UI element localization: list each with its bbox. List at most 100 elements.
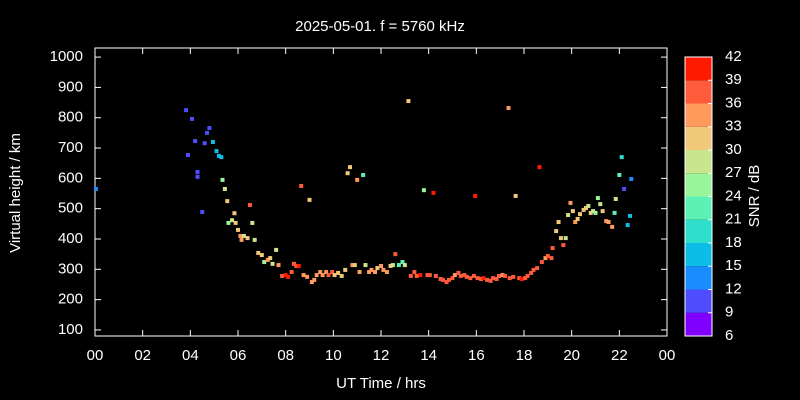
- data-point: [550, 246, 555, 251]
- data-point: [214, 149, 219, 154]
- data-point: [598, 202, 603, 207]
- data-point: [210, 139, 215, 144]
- colorbar-tick-label: 9: [725, 304, 733, 321]
- colorbar-segment: [685, 289, 712, 313]
- data-point: [539, 260, 544, 265]
- data-point: [506, 106, 511, 111]
- data-point: [262, 260, 267, 265]
- x-tick-label: 04: [182, 347, 199, 364]
- data-point: [406, 99, 411, 104]
- data-point: [202, 141, 207, 146]
- colorbar-tick-label: 24: [725, 187, 742, 204]
- data-point: [468, 276, 473, 281]
- data-point: [537, 165, 542, 170]
- data-point: [450, 276, 455, 281]
- data-point: [481, 276, 486, 281]
- data-point: [339, 273, 344, 278]
- colorbar-segment: [685, 266, 712, 290]
- colorbar-label: SNR / dB: [746, 165, 763, 228]
- data-point: [535, 266, 540, 271]
- data-point: [294, 263, 299, 268]
- data-point: [205, 130, 210, 135]
- data-point: [452, 273, 457, 278]
- data-point: [568, 200, 573, 205]
- x-tick-label: 20: [563, 347, 580, 364]
- data-point: [438, 277, 443, 282]
- data-point: [475, 276, 480, 281]
- x-tick-label: 14: [420, 347, 437, 364]
- data-point: [280, 273, 285, 278]
- data-point: [511, 274, 516, 279]
- data-point: [220, 177, 225, 182]
- data-point: [324, 270, 329, 275]
- colorbar-segment: [685, 103, 712, 127]
- data-point: [312, 277, 317, 282]
- data-point: [610, 224, 615, 229]
- x-tick-label: 18: [516, 347, 533, 364]
- data-point: [573, 220, 578, 225]
- data-point: [473, 193, 478, 198]
- data-point: [578, 212, 583, 217]
- data-point: [225, 199, 230, 204]
- colorbar-tick-label: 6: [725, 327, 733, 344]
- data-point: [629, 176, 634, 181]
- data-point: [393, 252, 398, 257]
- data-point: [593, 210, 598, 215]
- data-point: [230, 218, 235, 223]
- data-point: [604, 219, 609, 224]
- data-point: [525, 273, 530, 278]
- data-point: [396, 263, 401, 268]
- data-point: [566, 213, 571, 218]
- data-point: [326, 273, 331, 278]
- data-point: [595, 196, 600, 201]
- colorbar-tick-label: 21: [725, 211, 742, 228]
- colorbar-segment: [685, 312, 712, 336]
- colorbar-segment: [685, 150, 712, 174]
- data-point: [500, 273, 505, 278]
- data-point: [462, 273, 467, 278]
- data-point: [502, 273, 507, 278]
- data-point: [408, 273, 413, 278]
- data-point: [190, 116, 195, 121]
- data-point: [185, 153, 190, 158]
- data-point: [427, 273, 432, 278]
- data-point: [256, 250, 261, 255]
- data-point: [563, 236, 568, 241]
- data-point: [318, 270, 323, 275]
- x-tick-label: 00: [87, 347, 104, 364]
- data-point: [554, 229, 559, 234]
- data-point: [418, 273, 423, 278]
- data-point: [332, 273, 337, 278]
- data-point: [336, 270, 341, 275]
- y-tick-label: 300: [58, 260, 83, 277]
- data-point: [431, 190, 436, 195]
- y-tick-label: 900: [58, 78, 83, 95]
- y-tick-label: 100: [58, 321, 83, 338]
- x-axis-label: UT Time / hrs: [336, 375, 426, 392]
- data-point: [305, 274, 310, 279]
- data-point: [412, 270, 417, 275]
- y-tick-label: 200: [58, 291, 83, 308]
- data-point: [606, 220, 611, 225]
- data-point: [270, 261, 275, 266]
- data-point: [274, 247, 279, 252]
- colorbar-tick-label: 33: [725, 118, 742, 135]
- x-tick-label: 12: [373, 347, 390, 364]
- colorbar-tick-label: 12: [725, 280, 742, 297]
- y-tick-label: 400: [58, 230, 83, 247]
- data-point: [531, 267, 536, 272]
- data-point: [471, 273, 476, 278]
- data-point: [226, 220, 231, 225]
- data-point: [350, 263, 355, 268]
- data-point: [216, 153, 221, 158]
- data-point: [236, 227, 240, 232]
- data-point: [488, 278, 493, 283]
- y-axis-label: Virtual height / km: [7, 133, 24, 253]
- x-tick-label: 22: [611, 347, 628, 364]
- data-point: [184, 108, 189, 113]
- data-point: [479, 277, 484, 282]
- data-point: [588, 210, 593, 215]
- data-point: [523, 276, 528, 281]
- colorbar-tick-label: 42: [725, 48, 742, 65]
- data-point: [292, 261, 297, 266]
